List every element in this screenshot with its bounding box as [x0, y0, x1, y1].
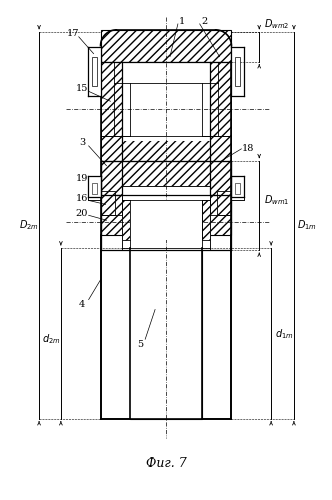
Text: Фиг. 7: Фиг. 7	[146, 456, 186, 469]
Bar	[101, 190, 116, 216]
Bar	[101, 30, 231, 62]
Text: 19: 19	[75, 174, 88, 183]
Text: 16: 16	[75, 194, 88, 203]
Bar	[231, 46, 244, 96]
Text: $D_{2m}$: $D_{2m}$	[19, 218, 39, 232]
Bar	[123, 62, 209, 84]
Bar	[92, 56, 97, 86]
Bar	[123, 84, 209, 136]
Bar	[209, 62, 231, 136]
Text: 5: 5	[137, 340, 143, 348]
Text: 3: 3	[80, 138, 86, 147]
Bar	[101, 62, 123, 136]
Bar	[231, 176, 244, 201]
Bar	[88, 46, 101, 96]
Bar	[216, 190, 231, 216]
Bar	[123, 186, 209, 250]
Bar	[101, 161, 231, 196]
Bar	[231, 46, 244, 96]
Bar	[88, 46, 101, 96]
Bar	[123, 84, 130, 136]
Bar	[235, 182, 240, 194]
Bar	[130, 248, 202, 418]
Bar	[209, 62, 231, 176]
Bar	[101, 176, 231, 196]
Bar	[130, 206, 202, 238]
Text: 20: 20	[75, 209, 88, 218]
Bar	[231, 46, 244, 96]
Bar	[88, 46, 101, 96]
Bar	[231, 176, 244, 198]
Bar	[130, 200, 202, 240]
Bar	[231, 46, 244, 96]
Bar	[231, 176, 244, 201]
Text: 2: 2	[202, 18, 208, 26]
Bar	[123, 186, 209, 250]
Bar	[130, 248, 202, 418]
Bar	[123, 136, 209, 161]
Text: $d_{1m}$: $d_{1m}$	[275, 328, 293, 341]
Bar	[231, 176, 244, 198]
Text: 1: 1	[179, 18, 185, 26]
Text: 17: 17	[66, 30, 79, 38]
Bar	[88, 176, 101, 201]
Bar	[231, 46, 244, 96]
Bar	[88, 176, 101, 198]
Bar	[88, 46, 101, 96]
Text: $D_{wm1}$: $D_{wm1}$	[264, 194, 290, 207]
Text: 18: 18	[242, 144, 255, 154]
Text: $d_{2m}$: $d_{2m}$	[42, 332, 60, 346]
Bar	[202, 200, 209, 240]
Text: $D_{wm2}$: $D_{wm2}$	[264, 17, 290, 31]
Bar	[123, 62, 209, 141]
Bar	[231, 176, 244, 201]
Bar	[88, 46, 101, 96]
Text: $D_{1m}$: $D_{1m}$	[297, 218, 317, 232]
Bar	[88, 176, 101, 198]
Bar	[101, 62, 123, 176]
Bar	[123, 200, 130, 240]
Bar	[130, 248, 202, 418]
Bar	[88, 176, 101, 201]
Text: 4: 4	[79, 300, 85, 309]
Bar	[130, 248, 202, 418]
Text: 15: 15	[75, 84, 88, 93]
Bar	[88, 176, 101, 201]
Bar	[235, 56, 240, 86]
Bar	[92, 182, 97, 194]
Bar	[202, 84, 209, 136]
Bar	[101, 196, 231, 235]
